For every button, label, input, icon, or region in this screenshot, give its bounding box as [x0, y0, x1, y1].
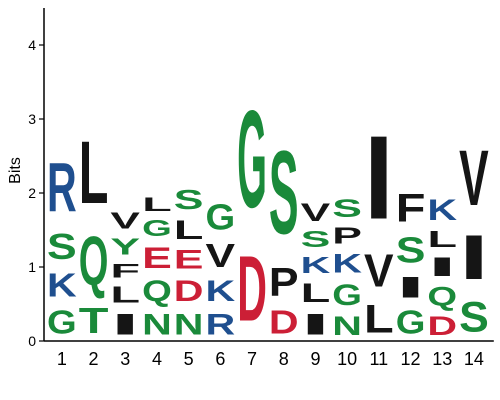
x-tick-label: 2 [89, 349, 99, 369]
logo-letter-r: R [47, 149, 77, 227]
x-tick-label: 6 [215, 349, 225, 369]
x-tick-label: 8 [279, 349, 289, 369]
logo-letter-k: K [301, 253, 331, 279]
logo-letter-d: D [237, 238, 267, 341]
logo-letter-l: L [364, 297, 394, 341]
logo-letter-v: V [206, 238, 236, 274]
logo-letter-k: K [332, 249, 362, 278]
logo-letter-y: Y [110, 234, 140, 260]
x-tick-label: 10 [337, 349, 357, 369]
logo-letter-v: V [110, 208, 140, 234]
logo-letter-k: K [206, 275, 236, 308]
logo-letter-g: G [332, 279, 362, 312]
logo-letter-n: N [332, 312, 362, 341]
logo-letter-n: N [142, 308, 172, 341]
x-tick-label: 1 [57, 349, 67, 369]
logo-letter-t: T [79, 301, 109, 342]
x-tick-label: 13 [432, 349, 452, 369]
logo-letter-v: V [364, 245, 394, 297]
logo-letter-g: G [206, 196, 236, 237]
x-tick-label: 3 [120, 349, 130, 369]
x-tick-label: 12 [401, 349, 421, 369]
x-tick-label: 14 [464, 349, 484, 369]
logo-letter-k: K [47, 267, 77, 304]
logo-letter-e: E [174, 245, 204, 275]
logo-letter-s: S [396, 230, 426, 271]
logo-letter-i: I [459, 223, 489, 293]
logo-letter-g: G [237, 81, 267, 236]
y-tick-label: 3 [28, 111, 36, 127]
logo-letter-i: I [427, 253, 457, 282]
logo-letter-p: P [332, 223, 362, 249]
logo-letter-n: N [174, 308, 204, 341]
logo-letter-p: P [269, 260, 299, 304]
logo-letter-v: V [459, 134, 489, 223]
y-tick-label: 1 [28, 259, 36, 275]
logo-letter-d: D [427, 312, 457, 341]
logo-letter-e: E [142, 242, 172, 275]
x-tick-label: 5 [184, 349, 194, 369]
x-tick-label: 7 [247, 349, 257, 369]
logo-letter-l: L [142, 193, 172, 215]
x-tick-label: 4 [152, 349, 162, 369]
logo-letter-d: D [269, 304, 299, 341]
logo-letter-l: L [110, 283, 140, 309]
logo-letter-l: L [174, 216, 204, 245]
logo-letter-f: F [396, 186, 426, 230]
logo-letter-l: L [427, 227, 457, 253]
logo-letter-g: G [142, 215, 172, 241]
logo-letter-l: L [79, 124, 109, 223]
logo-letter-s: S [301, 226, 331, 252]
x-tick-label: 9 [310, 349, 320, 369]
logo-letter-q: Q [79, 222, 109, 300]
y-tick-label: 0 [28, 333, 36, 349]
y-axis-ticks: 0 1 2 3 4 [28, 37, 44, 349]
y-tick-label: 4 [28, 37, 36, 53]
x-tick-label: 11 [370, 349, 389, 369]
logo-letters: GKSRTQLILFYVNQEGLNDELSRKVGDGDPSILKSVNGKP… [47, 81, 489, 341]
logo-letter-i: I [396, 271, 426, 304]
logo-letter-v: V [301, 198, 331, 227]
logo-letter-f: F [110, 259, 140, 281]
logo-letter-s: S [269, 127, 299, 259]
logo-letter-g: G [47, 304, 77, 341]
logo-letter-k: K [427, 193, 457, 226]
x-axis-ticks: 1 2 3 4 5 6 7 8 9 10 11 12 13 14 [57, 349, 484, 369]
logo-letter-i: I [364, 111, 394, 244]
y-tick-label: 2 [28, 185, 36, 201]
logo-letter-s: S [332, 194, 362, 222]
logo-letter-g: G [396, 304, 426, 341]
y-axis-label: Bits [7, 157, 24, 184]
logo-letter-r: R [206, 308, 236, 341]
logo-letter-i: I [110, 308, 140, 341]
logo-letter-s: S [47, 226, 77, 267]
logo-letter-i: I [301, 308, 331, 341]
logo-letter-q: Q [427, 281, 457, 311]
logo-letter-q: Q [142, 275, 172, 308]
logo-letter-s: S [459, 293, 489, 341]
logo-letter-l: L [301, 279, 331, 308]
logo-letter-s: S [174, 184, 204, 215]
logo-letter-d: D [174, 275, 204, 308]
